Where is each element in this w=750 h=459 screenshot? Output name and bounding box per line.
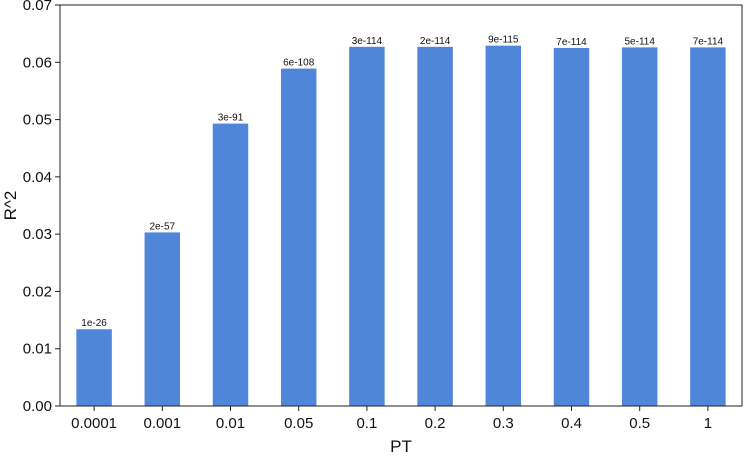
- y-tick-label: 0.07: [23, 0, 52, 14]
- bar-data-label: 6e-108: [283, 58, 315, 69]
- bar: [417, 46, 453, 406]
- bar-data-label: 7e-114: [693, 36, 724, 47]
- bar: [280, 68, 317, 406]
- bar: [144, 232, 181, 406]
- bar-data-label: 1e-26: [81, 318, 107, 329]
- bar: [349, 46, 385, 406]
- x-tick-label: 0.05: [284, 415, 313, 432]
- x-tick-label: 1: [704, 415, 712, 432]
- x-tick-label: 0.3: [493, 415, 514, 432]
- bar: [76, 329, 112, 406]
- y-axis: 0.00 0.01 0.02 0.03 0.04 0.05 0.06 0.07: [23, 0, 60, 415]
- y-tick-label: 0.06: [23, 54, 52, 71]
- bar-data-label: 3e-114: [352, 36, 383, 47]
- bar: [553, 47, 590, 406]
- x-axis-title: PT: [390, 437, 412, 456]
- x-tick-label: 0.1: [356, 415, 377, 432]
- bar-data-label: 9e-115: [488, 35, 519, 46]
- bar: [690, 47, 726, 407]
- x-axis: 0.0001 0.001 0.01 0.05 0.1 0.2 0.3 0.4 0.5 1: [71, 406, 712, 432]
- y-tick-label: 0.04: [23, 169, 52, 186]
- bar: [621, 47, 658, 407]
- bars-group: 1e-26 2e-57 3e-91 6e-108 3e-114 2e-114 9e-115 7…: [76, 35, 726, 407]
- y-tick-label: 0.02: [23, 283, 52, 300]
- y-tick-label: 0.00: [23, 398, 52, 415]
- bar-data-label: 2e-57: [150, 221, 176, 232]
- y-tick-label: 0.03: [23, 226, 52, 243]
- bar: [212, 123, 249, 407]
- x-tick-label: 0.5: [629, 415, 650, 432]
- x-tick-label: 0.001: [144, 415, 182, 432]
- x-tick-label: 0.0001: [71, 415, 117, 432]
- bar-data-label: 7e-114: [556, 37, 587, 48]
- bar-data-label: 5e-114: [624, 36, 655, 47]
- y-tick-label: 0.01: [23, 341, 52, 358]
- x-tick-label: 0.4: [561, 415, 582, 432]
- bar-data-label: 2e-114: [420, 36, 451, 47]
- x-tick-label: 0.2: [425, 415, 446, 432]
- x-tick-label: 0.01: [216, 415, 245, 432]
- bar-data-label: 3e-91: [218, 113, 244, 124]
- y-axis-title: R^2: [1, 191, 20, 221]
- plot-frame: [59, 4, 743, 407]
- y-tick-label: 0.05: [23, 112, 52, 129]
- bar: [485, 45, 522, 407]
